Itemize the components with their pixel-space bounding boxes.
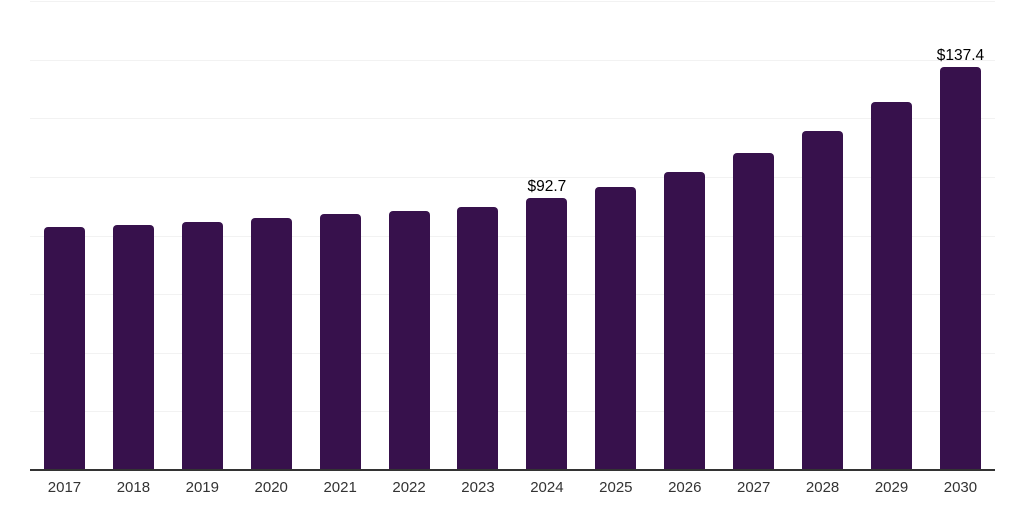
gridline-120	[30, 118, 995, 120]
bar-2027[interactable]	[733, 153, 775, 470]
bar-2019[interactable]	[181, 222, 223, 470]
bar-2024[interactable]	[526, 198, 568, 470]
x-tick-2019: 2019	[185, 479, 219, 496]
bar-2023[interactable]	[457, 207, 499, 470]
bar-2017[interactable]	[43, 226, 85, 470]
bar-cell-2025	[581, 1, 650, 470]
plot-area: $92.7 $137.4	[30, 1, 995, 471]
bar-cell-2019	[168, 1, 237, 470]
bar-2026[interactable]	[664, 171, 706, 470]
bar-cell-2028	[788, 1, 857, 470]
bar-2020[interactable]	[250, 217, 292, 470]
bar-cell-2026	[650, 1, 719, 470]
x-tick-2029: 2029	[874, 479, 909, 496]
x-tick-2022: 2022	[392, 479, 426, 496]
gridline-100	[30, 176, 995, 178]
x-tick-2027: 2027	[736, 479, 771, 496]
x-tick-2024: 2024	[530, 479, 564, 496]
x-tick-2026: 2026	[668, 479, 702, 496]
bar-value-label-2030: $137.4	[936, 46, 985, 64]
bar-2018[interactable]	[112, 224, 154, 470]
bar-cell-2021	[306, 1, 375, 470]
x-tick-2030: 2030	[943, 479, 978, 496]
x-tick-2025: 2025	[599, 479, 633, 496]
x-tick-2017: 2017	[47, 479, 82, 496]
bars-row: $92.7 $137.4	[30, 1, 995, 470]
bar-cell-2029	[857, 1, 926, 470]
x-tick-2018: 2018	[116, 479, 151, 496]
bar-2021[interactable]	[319, 214, 361, 470]
bar-value-label-2024: $92.7	[527, 177, 567, 195]
bar-2029[interactable]	[871, 101, 913, 470]
bar-cell-2027	[719, 1, 788, 470]
bar-cell-2023	[444, 1, 513, 470]
gridline-60	[30, 294, 995, 296]
bar-cell-2020	[237, 1, 306, 470]
gridline-20	[30, 411, 995, 413]
x-tick-2023: 2023	[461, 479, 495, 496]
gridline-40	[30, 352, 995, 354]
bar-cell-2017	[30, 1, 99, 470]
gridline-140	[30, 59, 995, 61]
gridline-80	[30, 235, 995, 237]
x-tick-2028: 2028	[805, 479, 840, 496]
x-axis-labels: 2017 2018 2019 2020 2021 2022 2023 2024 2025 2026…	[30, 478, 995, 498]
x-tick-2021: 2021	[323, 479, 357, 496]
bar-2022[interactable]	[388, 210, 430, 470]
bar-cell-2024: $92.7	[512, 1, 581, 470]
x-tick-2020: 2020	[254, 479, 288, 496]
bar-cell-2018	[99, 1, 168, 470]
bar-cell-2030: $137.4	[926, 1, 995, 470]
bar-2028[interactable]	[802, 130, 844, 470]
x-axis-line	[30, 469, 995, 471]
gridline-160	[30, 1, 995, 2]
bar-2025[interactable]	[595, 187, 637, 470]
bar-cell-2022	[375, 1, 444, 470]
bar-2030[interactable]	[939, 67, 981, 470]
